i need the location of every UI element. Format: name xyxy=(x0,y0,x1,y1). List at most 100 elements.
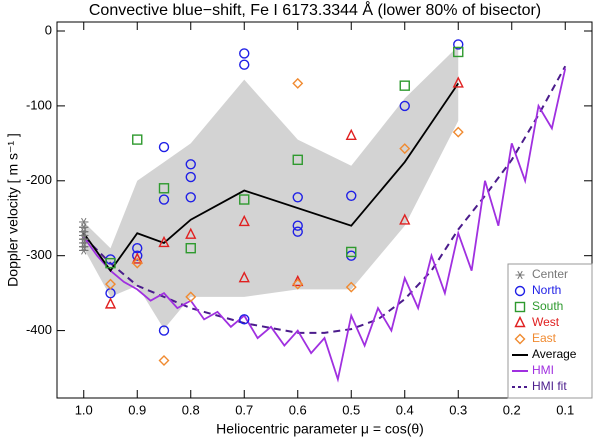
point xyxy=(79,246,89,255)
point xyxy=(292,77,304,89)
marker-part xyxy=(158,141,170,153)
marker-part xyxy=(399,143,411,155)
point xyxy=(185,227,197,239)
point xyxy=(399,80,410,91)
marker-part xyxy=(239,48,250,59)
marker-part xyxy=(345,128,357,141)
legend-label: HMI xyxy=(532,363,554,377)
legend-symbol xyxy=(514,301,526,313)
point xyxy=(132,250,143,261)
point xyxy=(131,257,143,269)
marker-part xyxy=(292,226,303,237)
x-tick-label: 0.9 xyxy=(128,402,146,417)
legend-symbol xyxy=(514,315,526,328)
marker-part xyxy=(239,314,250,325)
point xyxy=(158,141,170,153)
y-tick-label: -300 xyxy=(26,247,52,262)
legend-symbol xyxy=(514,333,526,345)
x-tick-label: 1.0 xyxy=(75,402,93,417)
marker-part xyxy=(399,100,410,112)
point xyxy=(399,143,411,155)
marker-part xyxy=(399,80,410,91)
y-axis-label: Doppler velocity [ m s⁻¹ ] xyxy=(5,133,21,287)
point xyxy=(158,183,170,194)
point xyxy=(238,271,250,283)
point xyxy=(185,192,196,203)
axes: 0 -100 -200 -300 -400 1.0 0.9 0.8 0.7 0.6 0.5 0.4 0.… xyxy=(26,21,593,417)
point xyxy=(452,76,464,88)
marker-part xyxy=(239,194,250,205)
point xyxy=(185,242,196,254)
marker-part xyxy=(105,278,116,290)
marker-part xyxy=(185,227,197,239)
marker-part xyxy=(292,192,303,203)
marker-part xyxy=(132,134,143,145)
point xyxy=(104,297,117,309)
point xyxy=(105,257,116,269)
marker-part xyxy=(514,285,526,297)
point xyxy=(79,231,89,240)
marker-part xyxy=(131,257,143,269)
point xyxy=(79,238,89,248)
marker-part xyxy=(452,76,464,88)
y-tick-label: -100 xyxy=(26,97,52,112)
marker-part xyxy=(453,39,464,50)
point xyxy=(292,192,303,203)
point xyxy=(185,171,196,183)
point xyxy=(345,128,357,141)
point xyxy=(453,39,464,50)
point xyxy=(79,242,89,251)
point xyxy=(239,48,250,59)
x-tick-label: 0.3 xyxy=(449,402,467,417)
chart-title: Convective blue−shift, Fe I 6173.3344 Å … xyxy=(89,0,541,19)
point xyxy=(292,274,304,287)
plot-frame xyxy=(56,21,593,399)
marker-part xyxy=(239,59,250,70)
legend-label: HMI fit xyxy=(532,379,567,393)
marker-part xyxy=(346,190,357,201)
marker-part xyxy=(185,291,197,303)
point xyxy=(292,278,304,290)
marker-part xyxy=(185,242,196,254)
plot-area xyxy=(79,39,567,383)
point xyxy=(345,281,357,293)
point xyxy=(292,154,303,166)
series-line xyxy=(83,68,567,383)
x-tick-label: 0.6 xyxy=(289,402,307,417)
legend-symbol xyxy=(514,285,526,297)
point xyxy=(399,100,410,112)
legend-label: East xyxy=(532,331,557,345)
series-line xyxy=(83,65,567,334)
marker-part xyxy=(185,171,196,183)
marker-part xyxy=(346,246,357,258)
range-band xyxy=(83,45,459,330)
marker-part xyxy=(345,281,357,293)
marker-part xyxy=(158,325,170,336)
marker-part xyxy=(238,214,250,227)
point xyxy=(185,291,197,303)
legend-label: North xyxy=(532,283,561,297)
point xyxy=(239,194,250,205)
marker-part xyxy=(399,213,411,225)
marker-part xyxy=(185,159,196,170)
marker-part xyxy=(132,250,143,261)
point xyxy=(79,227,89,236)
marker-part xyxy=(514,315,526,328)
marker-part xyxy=(453,46,464,58)
point xyxy=(452,126,464,138)
point xyxy=(346,246,357,258)
marker-part xyxy=(514,301,526,313)
marker-part xyxy=(452,126,464,138)
legend-label: Center xyxy=(532,267,568,281)
legend-label: Average xyxy=(532,347,577,361)
x-tick-label: 0.2 xyxy=(503,402,521,417)
point xyxy=(158,325,170,336)
point xyxy=(185,159,196,170)
point xyxy=(158,235,170,248)
legend-label: South xyxy=(532,299,563,313)
marker-part xyxy=(292,154,303,166)
point xyxy=(131,252,143,264)
marker-part xyxy=(185,192,196,203)
point xyxy=(292,220,303,231)
